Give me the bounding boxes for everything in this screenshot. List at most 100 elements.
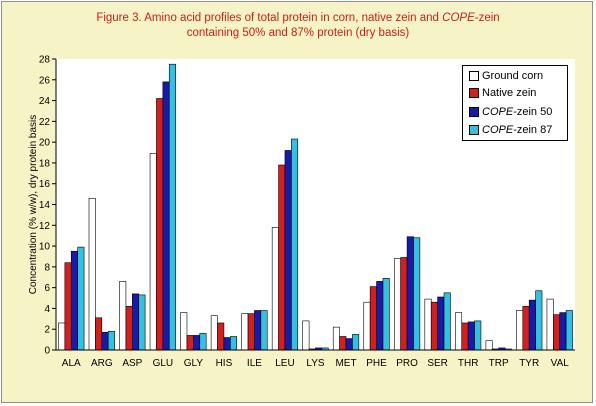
- legend-swatch-cope-zein-50: [469, 107, 479, 117]
- y-tick-label: 4: [44, 304, 50, 315]
- x-tick-label: GLU: [153, 358, 174, 369]
- legend-item-cope-zein-50: COPE-zein 50: [469, 105, 552, 119]
- y-tick-label: 16: [39, 179, 51, 190]
- bar-ground-corn-ala: [58, 322, 66, 351]
- bar-cope-zein-87-ala: [77, 246, 85, 351]
- y-tick-label: 24: [39, 96, 51, 107]
- bar-cope-zein-87-ile: [260, 310, 268, 351]
- x-tick-label: ILE: [247, 358, 262, 369]
- x-tick-label: PHE: [366, 358, 387, 369]
- bar-cope-zein-87-gly: [199, 333, 207, 351]
- bar-ground-corn-glu: [149, 153, 157, 351]
- y-tick-label: 20: [39, 138, 51, 149]
- x-tick-label: PRO: [396, 358, 418, 369]
- bar-native-zein-pro: [400, 257, 408, 351]
- bar-cope-zein-50-ala: [70, 250, 78, 351]
- bar-native-zein-ala: [64, 262, 72, 351]
- bar-cope-zein-50-glu: [162, 81, 170, 351]
- bar-cope-zein-50-phe: [376, 281, 384, 351]
- bar-ground-corn-met: [332, 326, 340, 351]
- legend-swatch-cope-zein-87: [469, 125, 479, 135]
- bar-ground-corn-lys: [302, 320, 310, 351]
- x-tick-label: THR: [458, 358, 479, 369]
- y-tick-label: 6: [44, 283, 50, 294]
- chart-title-line2: containing 50% and 87% protein (dry basi…: [186, 27, 410, 39]
- bar-cope-zein-87-ser: [443, 292, 451, 351]
- bar-ground-corn-ile: [241, 313, 249, 351]
- x-tick-label: MET: [335, 358, 356, 369]
- y-tick-label: 22: [39, 117, 51, 128]
- bar-ground-corn-pro: [393, 258, 401, 351]
- x-tick-label: ALA: [62, 358, 81, 369]
- y-tick-label: 0: [44, 346, 50, 357]
- y-tick-label: 8: [44, 262, 50, 273]
- bar-native-zein-thr: [461, 322, 469, 351]
- bar-native-zein-phe: [369, 286, 377, 351]
- bar-cope-zein-87-pro: [413, 237, 421, 351]
- bar-cope-zein-50-ile: [254, 310, 262, 351]
- bar-ground-corn-leu: [271, 227, 279, 351]
- bar-cope-zein-50-tyr: [528, 299, 536, 351]
- legend-label-cope-zein-50: COPE-zein 50: [482, 106, 553, 118]
- legend-label-ground-corn: Ground corn: [482, 70, 544, 82]
- legend-swatch-native-zein: [469, 88, 479, 98]
- legend-label-cope-zein-87: COPE-zein 87: [482, 124, 553, 136]
- bar-native-zein-asp: [125, 306, 133, 351]
- bar-cope-zein-50-thr: [467, 321, 475, 351]
- bar-cope-zein-50-ser: [437, 296, 445, 351]
- bar-cope-zein-50-gly: [193, 335, 201, 351]
- bar-native-zein-ser: [430, 301, 438, 351]
- y-tick-label: 2: [44, 325, 50, 336]
- x-tick-label: ARG: [91, 358, 113, 369]
- bar-ground-corn-phe: [363, 301, 371, 351]
- bar-native-zein-leu: [278, 164, 286, 351]
- bar-cope-zein-87-val: [565, 310, 573, 351]
- y-tick-label: 14: [39, 200, 51, 211]
- bar-native-zein-gly: [186, 335, 194, 351]
- bar-cope-zein-50-arg: [101, 332, 109, 351]
- bar-native-zein-tyr: [522, 306, 530, 351]
- x-tick-label: GLY: [184, 358, 204, 369]
- bar-ground-corn-trp: [485, 340, 493, 351]
- bar-cope-zein-50-his: [223, 337, 231, 351]
- bar-cope-zein-87-tyr: [535, 290, 543, 351]
- bar-cope-zein-87-glu: [168, 63, 176, 351]
- x-tick-label: TYR: [519, 358, 539, 369]
- y-tick-label: 18: [39, 158, 51, 169]
- legend-label-native-zein: Native zein: [482, 87, 537, 99]
- bar-ground-corn-gly: [180, 312, 188, 351]
- y-axis-label: Concentration (% w/w), dry protein basis: [28, 115, 39, 295]
- legend-swatch-ground-corn: [469, 71, 479, 81]
- bar-cope-zein-87-phe: [382, 277, 390, 351]
- bar-native-zein-ile: [247, 313, 255, 351]
- legend-item-ground-corn: Ground corn: [469, 69, 543, 83]
- x-tick-label: VAL: [551, 358, 570, 369]
- bar-cope-zein-50-met: [345, 338, 353, 351]
- x-tick-label: TRP: [489, 358, 509, 369]
- bar-cope-zein-87-asp: [138, 294, 146, 351]
- bar-ground-corn-asp: [119, 281, 127, 351]
- bar-native-zein-met: [339, 336, 347, 351]
- bar-native-zein-val: [553, 314, 561, 351]
- y-tick-label: 10: [39, 242, 51, 253]
- x-tick-label: LEU: [275, 358, 294, 369]
- x-tick-label: ASP: [122, 358, 142, 369]
- x-tick-label: HIS: [216, 358, 233, 369]
- legend-item-native-zein: Native zein: [469, 86, 536, 100]
- x-tick-label: SER: [427, 358, 448, 369]
- bar-native-zein-glu: [156, 98, 164, 351]
- bar-native-zein-arg: [95, 317, 103, 351]
- bar-cope-zein-50-val: [559, 312, 567, 351]
- x-tick-label: LYS: [306, 358, 324, 369]
- bar-ground-corn-his: [210, 315, 218, 351]
- bar-ground-corn-val: [546, 298, 554, 351]
- bar-ground-corn-tyr: [516, 310, 524, 351]
- bar-ground-corn-thr: [455, 312, 463, 351]
- bar-native-zein-his: [217, 322, 225, 351]
- bar-cope-zein-50-pro: [406, 236, 414, 351]
- y-tick-label: 28: [39, 55, 51, 66]
- legend-item-cope-zein-87: COPE-zein 87: [469, 123, 552, 137]
- bar-cope-zein-50-asp: [132, 293, 140, 351]
- bar-cope-zein-87-leu: [291, 138, 299, 351]
